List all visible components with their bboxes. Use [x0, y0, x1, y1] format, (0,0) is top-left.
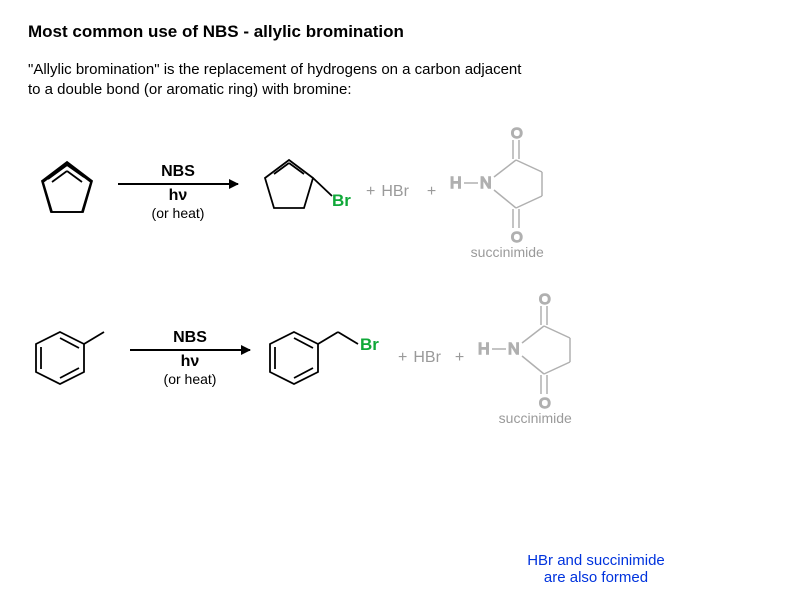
page-title: Most common use of NBS - allylic bromina… — [28, 22, 758, 42]
plus-sign-2: + — [427, 183, 436, 201]
reaction-2: NBS hν (or heat) Br + HBr + H N — [28, 293, 758, 423]
footer-note: HBr and succinimide are also formed — [466, 552, 726, 586]
succinimide-structure-2: H N O O — [470, 290, 600, 410]
footer-line2: are also formed — [544, 569, 648, 586]
svg-text:N: N — [508, 341, 520, 358]
svg-text:O: O — [539, 395, 551, 410]
footer-line1: HBr and succinimide — [527, 552, 665, 569]
svg-text:O: O — [511, 229, 523, 244]
plus-sign-1: + — [366, 183, 375, 201]
reaction-1: NBS hν (or heat) Br + HBr + H N — [28, 127, 758, 257]
plus-sign-3: + — [398, 349, 407, 367]
svg-text:N: N — [480, 175, 492, 192]
condition-hv: hν — [169, 187, 188, 205]
subtitle-line2: to a double bond (or aromatic ring) with… — [28, 81, 352, 98]
reagent-label-2: NBS — [173, 329, 207, 347]
arrow-line-icon — [118, 183, 238, 185]
subtitle: "Allylic bromination" is the replacement… — [28, 60, 758, 101]
plus-sign-4: + — [455, 349, 464, 367]
hbr-label-1: HBr — [381, 183, 409, 201]
cyclopentene-structure — [28, 146, 106, 238]
svg-text:O: O — [539, 291, 551, 308]
hbr-label-2: HBr — [413, 349, 441, 367]
br-label-2: Br — [360, 335, 379, 354]
condition-heat-2: (or heat) — [164, 371, 217, 387]
reagent-label: NBS — [161, 163, 195, 181]
condition-heat: (or heat) — [152, 205, 205, 221]
succinimide-label-2: succinimide — [499, 410, 572, 426]
benzylbromide-structure: Br — [262, 312, 392, 404]
toluene-structure — [28, 312, 118, 404]
reaction-arrow-1: NBS hν (or heat) — [118, 163, 238, 221]
succinimide-structure-1: H N O O — [442, 124, 572, 244]
subtitle-line1: "Allylic bromination" is the replacement… — [28, 61, 521, 78]
succinimide-label-1: succinimide — [471, 244, 544, 260]
br-label-1: Br — [332, 191, 351, 210]
condition-hv-2: hν — [181, 353, 200, 371]
svg-text:H: H — [450, 175, 462, 192]
svg-text:O: O — [511, 125, 523, 142]
bromocyclopentene-structure: Br — [250, 142, 360, 242]
arrow-line-icon-2 — [130, 349, 250, 351]
svg-text:H: H — [478, 341, 490, 358]
reaction-arrow-2: NBS hν (or heat) — [130, 329, 250, 387]
